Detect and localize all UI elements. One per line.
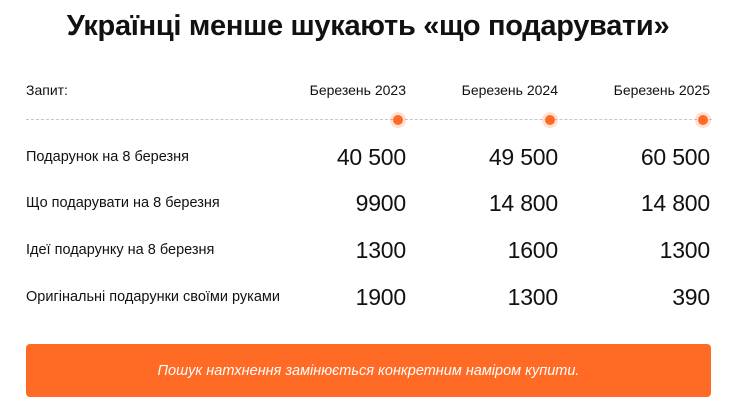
row-label: Ідеї подарунку на 8 березня bbox=[26, 242, 215, 258]
table-row: Подарунок на 8 березня 40 500 49 500 60 … bbox=[0, 144, 736, 172]
conclusion-banner: Пошук натхнення замінюється конкретним н… bbox=[26, 344, 711, 397]
table-row: Що подарувати на 8 березня 9900 14 800 1… bbox=[0, 190, 736, 218]
row-label: Подарунок на 8 березня bbox=[26, 149, 190, 165]
chart-title: Українці менше шукають «що подарувати» bbox=[66, 10, 670, 42]
value-cell: 60 500 bbox=[640, 144, 710, 170]
row-label: Оригінальні подарунки своїми руками bbox=[26, 289, 280, 305]
query-column-label: Запит: bbox=[26, 82, 68, 98]
timeline-dot-2024 bbox=[545, 115, 555, 125]
value-cell: 1300 bbox=[507, 284, 559, 310]
value-cell: 1300 bbox=[355, 237, 407, 263]
timeline-dashed-line bbox=[26, 119, 712, 120]
period-header-2025: Березень 2025 bbox=[613, 82, 710, 98]
value-cell: 14 800 bbox=[488, 190, 558, 216]
timeline-dot-2025 bbox=[698, 115, 708, 125]
period-header-2024: Березень 2024 bbox=[461, 82, 558, 98]
table-header: Запит: Березень 2023 Березень 2024 Берез… bbox=[0, 82, 736, 104]
value-cell: 14 800 bbox=[640, 190, 710, 216]
period-header-2023: Березень 2023 bbox=[309, 82, 406, 98]
value-cell: 40 500 bbox=[336, 144, 406, 170]
table-row: Ідеї подарунку на 8 березня 1300 1600 13… bbox=[0, 237, 736, 265]
conclusion-text: Пошук натхнення замінюється конкретним н… bbox=[157, 362, 580, 379]
value-cell: 9900 bbox=[355, 190, 407, 216]
value-cell: 49 500 bbox=[488, 144, 558, 170]
value-cell: 1600 bbox=[507, 237, 559, 263]
timeline-dot-2023 bbox=[393, 115, 403, 125]
value-cell: 390 bbox=[672, 284, 710, 310]
row-label: Що подарувати на 8 березня bbox=[26, 195, 220, 211]
value-cell: 1900 bbox=[355, 284, 407, 310]
table-row: Оригінальні подарунки своїми руками 1900… bbox=[0, 284, 736, 312]
value-cell: 1300 bbox=[659, 237, 711, 263]
